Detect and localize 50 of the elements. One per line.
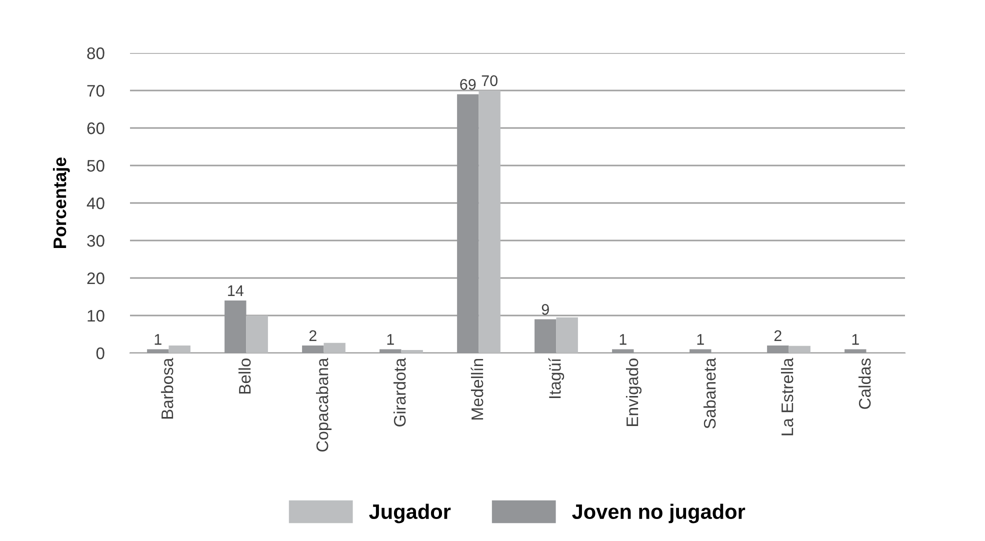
bar bbox=[612, 349, 634, 353]
y-tick-label: 80 bbox=[87, 47, 104, 60]
bar bbox=[478, 90, 500, 353]
data-label: 1 bbox=[697, 334, 704, 345]
x-tick-label: Itagüí bbox=[548, 358, 564, 398]
bar bbox=[302, 346, 324, 353]
bar bbox=[457, 94, 479, 353]
x-tick-label: Barbosa bbox=[160, 358, 174, 419]
data-label: 70 bbox=[482, 75, 498, 86]
x-tick-label: Sabaneta bbox=[703, 358, 716, 428]
data-label: 1 bbox=[620, 334, 626, 345]
data-label: 69 bbox=[460, 79, 476, 90]
legend-label: Jugador bbox=[369, 504, 451, 524]
x-tick-label: Girardota bbox=[393, 358, 406, 426]
x-tick-label: La Estrella bbox=[780, 358, 794, 436]
x-tick-label: Medellín bbox=[470, 358, 484, 420]
y-tick-label: 20 bbox=[87, 272, 104, 284]
y-tick-label: 70 bbox=[87, 84, 104, 97]
y-tick-label: 0 bbox=[96, 347, 104, 360]
y-tick-label: 60 bbox=[87, 122, 104, 134]
bar bbox=[168, 346, 190, 353]
data-label: 1 bbox=[852, 334, 859, 345]
data-label: 14 bbox=[228, 285, 244, 296]
y-tick-label: 50 bbox=[87, 160, 104, 172]
bar bbox=[767, 346, 789, 353]
bar bbox=[380, 349, 402, 353]
y-tick-label: 40 bbox=[86, 197, 104, 210]
bar bbox=[556, 317, 578, 353]
legend-label: Joven no jugador bbox=[572, 504, 746, 524]
data-label: 2 bbox=[309, 330, 316, 341]
x-tick-label: Bello bbox=[238, 358, 251, 394]
bar bbox=[246, 316, 268, 353]
data-label: 1 bbox=[154, 334, 162, 345]
bar bbox=[324, 342, 346, 353]
bar bbox=[401, 350, 423, 353]
bar bbox=[534, 319, 556, 353]
x-tick-label: Caldas bbox=[858, 358, 871, 409]
bar bbox=[224, 300, 246, 353]
bar bbox=[690, 349, 712, 353]
data-label: 9 bbox=[542, 304, 549, 315]
x-tick-label: Envigado bbox=[626, 358, 642, 426]
x-tick-label: Copacabana bbox=[316, 358, 332, 452]
y-tick-label: 10 bbox=[88, 310, 104, 322]
bar bbox=[788, 346, 810, 353]
bar bbox=[844, 349, 866, 353]
data-label: 1 bbox=[387, 334, 394, 345]
y-tick-label: 30 bbox=[87, 234, 104, 247]
bar bbox=[147, 349, 169, 353]
y-axis-title: Porcentaje bbox=[52, 157, 70, 248]
data-label: 2 bbox=[774, 330, 782, 341]
